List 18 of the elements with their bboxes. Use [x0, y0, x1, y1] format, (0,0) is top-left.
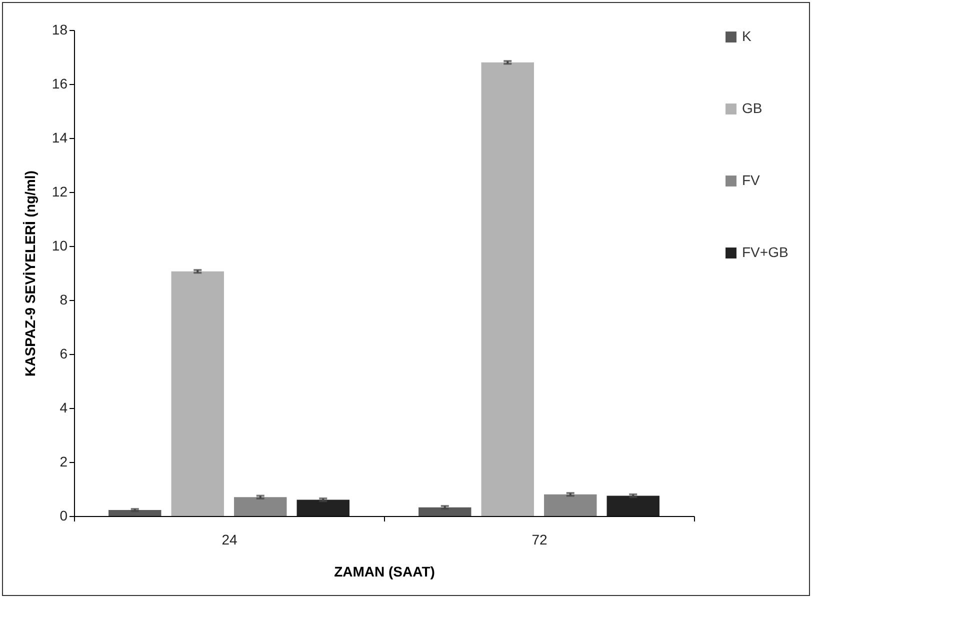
- legend-label: K: [742, 28, 752, 44]
- y-tick-label: 2: [60, 454, 68, 470]
- y-tick-label: 12: [52, 184, 68, 200]
- y-tick-label: 4: [60, 400, 68, 416]
- y-tick-label: 8: [60, 292, 68, 308]
- x-axis-title: ZAMAN (SAAT): [334, 564, 435, 580]
- legend-label: FV+GB: [742, 244, 788, 260]
- y-tick-label: 0: [60, 508, 68, 524]
- x-tick-label: 72: [532, 532, 548, 548]
- legend-label: GB: [742, 100, 762, 116]
- y-axis-title: KASPAZ-9 SEVİYELERİ (ng/ml): [22, 170, 38, 376]
- y-tick-label: 6: [60, 346, 68, 362]
- y-tick-label: 14: [52, 130, 68, 146]
- y-tick-label: 10: [52, 238, 68, 254]
- y-tick-label: 16: [52, 76, 68, 92]
- legend-label: FV: [742, 172, 761, 188]
- y-tick-label: 18: [52, 22, 68, 38]
- x-tick-label: 24: [222, 532, 238, 548]
